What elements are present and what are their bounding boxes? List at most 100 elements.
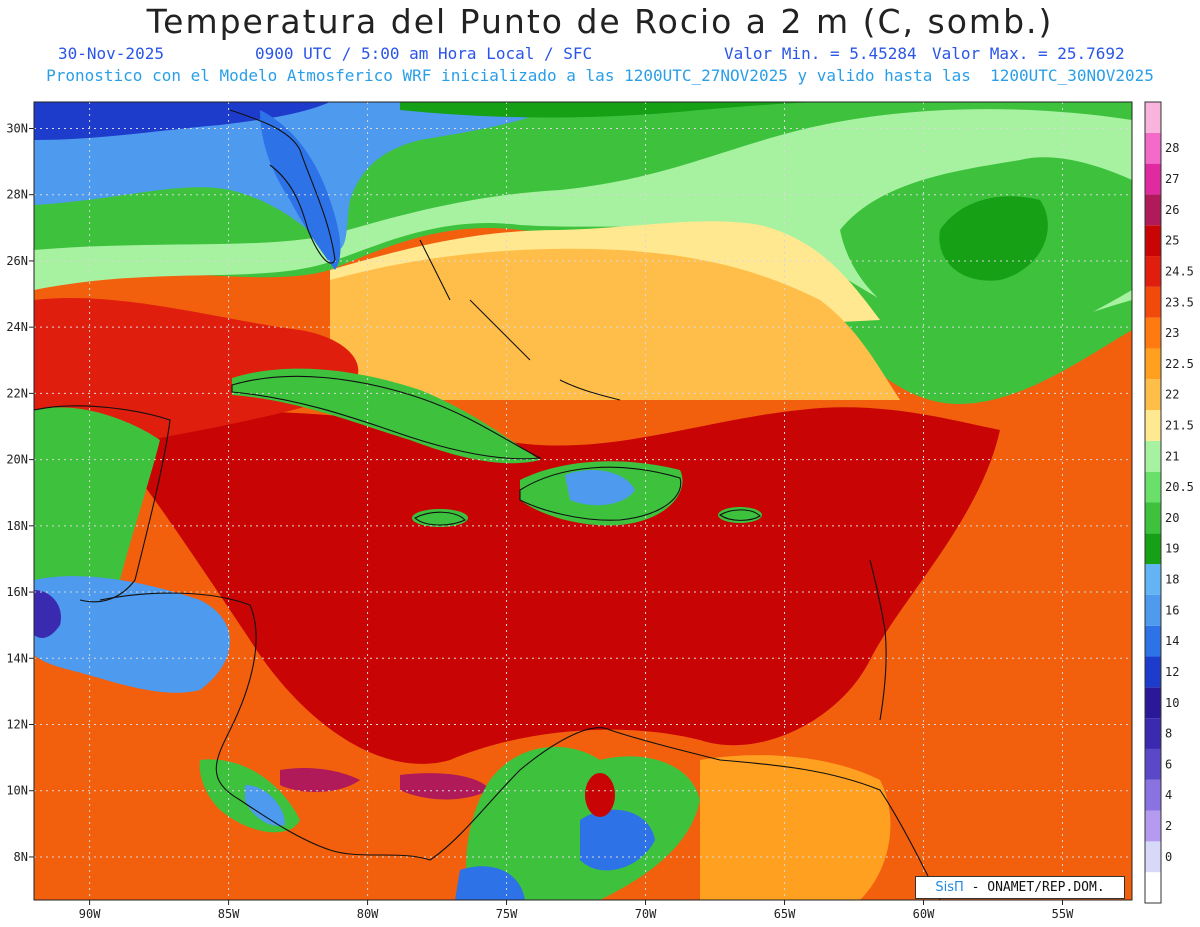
colorbar-frame bbox=[1144, 101, 1162, 904]
field-centralam-deep bbox=[34, 590, 61, 638]
colorbar-label: 25 bbox=[1165, 234, 1179, 248]
coast-puertorico bbox=[718, 509, 761, 521]
chart-title: Temperatura del Punto de Rocio a 2 m (C,… bbox=[146, 2, 1054, 41]
lon-label: 55W bbox=[1052, 907, 1074, 921]
coast-hispaniola bbox=[519, 466, 682, 521]
field-north-lightgreen bbox=[34, 109, 1132, 337]
lat-label: 12N bbox=[6, 718, 28, 732]
lat-label: 24N bbox=[6, 320, 28, 334]
credit-box: SisΠ - ONAMET/REP.DOM. bbox=[915, 876, 1125, 899]
lat-label: 16N bbox=[6, 585, 28, 599]
colorbar-swatch bbox=[1145, 533, 1161, 565]
lat-label: 18N bbox=[6, 519, 28, 533]
colorbar-label: 8 bbox=[1165, 727, 1172, 741]
forecast-date: 30-Nov-2025 bbox=[58, 44, 164, 63]
colorbar-swatch bbox=[1145, 317, 1161, 349]
lat-label: 14N bbox=[6, 651, 28, 665]
colorbar-swatch bbox=[1145, 440, 1161, 472]
max-value: Valor Max. = 25.7692 bbox=[932, 44, 1125, 63]
latitude-labels: 30N 28N 26N 24N 22N 20N 18N 16N 14N 12N 10N 8N bbox=[6, 121, 28, 863]
lat-label: 30N bbox=[6, 121, 28, 135]
colorbar-swatch bbox=[1145, 625, 1161, 657]
colorbar-label: 12 bbox=[1165, 665, 1179, 679]
field-costarica-blue bbox=[245, 785, 285, 826]
lat-label: 22N bbox=[6, 386, 28, 400]
field-venezuela-orange bbox=[700, 755, 891, 900]
coast-bahamas bbox=[419, 239, 621, 401]
colorbar-label: 18 bbox=[1165, 573, 1179, 587]
colorbar-label: 6 bbox=[1165, 757, 1172, 771]
colorbar-label: 10 bbox=[1165, 696, 1179, 710]
colorbar-swatch bbox=[1145, 841, 1161, 873]
field-caribbean-red bbox=[140, 407, 1000, 764]
colorbar-swatch bbox=[1145, 102, 1161, 133]
field-caribbean-magenta bbox=[280, 768, 490, 800]
colorbar-label: 21 bbox=[1165, 449, 1179, 463]
colorbar-swatch bbox=[1145, 564, 1161, 595]
colorbar-swatch bbox=[1145, 748, 1161, 780]
colorbar-label: 16 bbox=[1165, 603, 1179, 617]
lat-label: 28N bbox=[6, 188, 28, 202]
colorbar-swatch bbox=[1145, 810, 1161, 842]
field-atlantic-darkgreen bbox=[939, 196, 1048, 281]
colorbar-label: 14 bbox=[1165, 634, 1179, 648]
colorbar-label: 22.5 bbox=[1165, 357, 1194, 371]
colorbar-swatch bbox=[1145, 410, 1161, 441]
lon-label: 80W bbox=[357, 907, 379, 921]
colorbar-label: 19 bbox=[1165, 542, 1179, 556]
colorbar-label: 21.5 bbox=[1165, 418, 1194, 432]
colorbar-label: 23.5 bbox=[1165, 295, 1194, 309]
field-centralam-blue bbox=[34, 576, 230, 693]
colorbar-swatch bbox=[1145, 687, 1161, 719]
field-gulf-red bbox=[34, 297, 359, 440]
lat-label: 20N bbox=[6, 453, 28, 467]
coast-centralam bbox=[99, 592, 431, 861]
colorbar-swatch bbox=[1145, 471, 1161, 503]
colorbar-swatch bbox=[1145, 379, 1161, 411]
graticule bbox=[29, 102, 1132, 905]
lon-label: 75W bbox=[496, 907, 518, 921]
colorbar-swatch bbox=[1145, 132, 1161, 164]
field-cuba bbox=[232, 368, 540, 464]
coast-florida bbox=[229, 109, 336, 264]
field-maracaibo bbox=[585, 773, 615, 817]
colorbar-label: 28 bbox=[1165, 141, 1179, 155]
florida-land bbox=[260, 110, 341, 270]
colorbar-label: 23 bbox=[1165, 326, 1179, 340]
colorbar-swatch bbox=[1145, 163, 1161, 195]
sistpi-logo: SisΠ bbox=[935, 880, 964, 895]
lon-label: 90W bbox=[79, 907, 101, 921]
colorbar-label: 20 bbox=[1165, 511, 1179, 525]
model-info: Pronostico con el Modelo Atmosferico WRF… bbox=[46, 66, 1154, 85]
coast-southam bbox=[429, 727, 941, 900]
colorbar-label: 2 bbox=[1165, 819, 1172, 833]
map-field bbox=[34, 102, 1132, 900]
colorbar-label: 26 bbox=[1165, 203, 1179, 217]
lon-label: 85W bbox=[218, 907, 240, 921]
colorbar-swatch bbox=[1145, 502, 1161, 534]
lon-label: 70W bbox=[635, 907, 657, 921]
lon-label: 65W bbox=[774, 907, 796, 921]
coast-yucatan bbox=[34, 405, 171, 603]
forecast-time: 0900 UTC / 5:00 am Hora Local / SFC bbox=[255, 44, 593, 63]
colorbar-label: 24.5 bbox=[1165, 264, 1194, 278]
colorbar: 0 2 4 6 8 10 12 14 16 18 19 20 20.5 21 21.5 22 22.5 23 23.… bbox=[1144, 101, 1194, 904]
field-bahamas-orange bbox=[330, 248, 900, 400]
colorbar-swatch bbox=[1145, 656, 1161, 688]
colorbar-swatch bbox=[1145, 594, 1161, 626]
lat-label: 26N bbox=[6, 254, 28, 268]
map-frame bbox=[33, 101, 1133, 901]
min-value: Valor Min. = 5.45284 bbox=[724, 44, 917, 63]
coast-cuba bbox=[231, 375, 542, 460]
lat-label: 8N bbox=[14, 850, 28, 864]
coastlines bbox=[34, 109, 941, 900]
coast-jamaica bbox=[414, 511, 466, 526]
lon-label: 60W bbox=[913, 907, 935, 921]
colorbar-label: 22 bbox=[1165, 388, 1179, 402]
colorbar-swatch bbox=[1145, 348, 1161, 380]
field-atlantic-north-green bbox=[400, 102, 830, 118]
colorbar-swatch bbox=[1145, 194, 1161, 226]
credit-text: - ONAMET/REP.DOM. bbox=[963, 880, 1105, 895]
field-florida-deep bbox=[34, 102, 330, 140]
